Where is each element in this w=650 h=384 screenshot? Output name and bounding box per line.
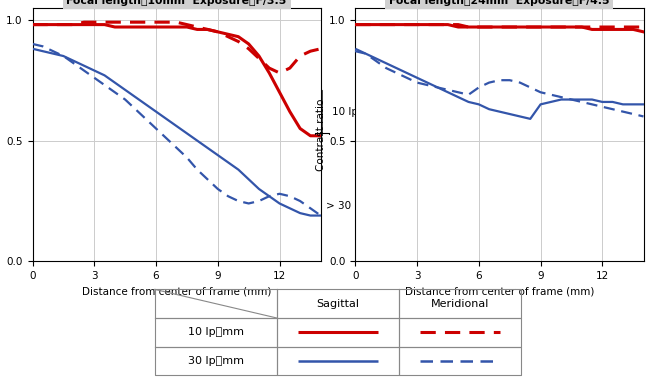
Text: Meridional: Meridional — [431, 299, 489, 309]
X-axis label: Distance from center of frame (mm): Distance from center of frame (mm) — [405, 287, 594, 297]
Title: Focal length：10mm  Exposure：F/3.5: Focal length：10mm Exposure：F/3.5 — [66, 0, 287, 5]
Text: > 30 lp/mm: > 30 lp/mm — [326, 200, 388, 211]
Text: > 30 lp/mm: > 30 lp/mm — [649, 200, 650, 211]
Text: Sagittal: Sagittal — [317, 299, 359, 309]
Text: > 10 lp/mm: > 10 lp/mm — [649, 33, 650, 43]
Text: 10 lp/mm: 10 lp/mm — [332, 107, 382, 117]
Text: 10 lp／mm: 10 lp／mm — [188, 327, 244, 337]
Title: Focal length：24mm  Exposure：F/4.5: Focal length：24mm Exposure：F/4.5 — [389, 0, 610, 5]
X-axis label: Distance from center of frame (mm): Distance from center of frame (mm) — [82, 287, 271, 297]
Y-axis label: Contrast ratio: Contrast ratio — [317, 98, 326, 171]
Text: 30 lp／mm: 30 lp／mm — [188, 356, 244, 366]
Y-axis label: Contrast ratio: Contrast ratio — [0, 98, 3, 171]
